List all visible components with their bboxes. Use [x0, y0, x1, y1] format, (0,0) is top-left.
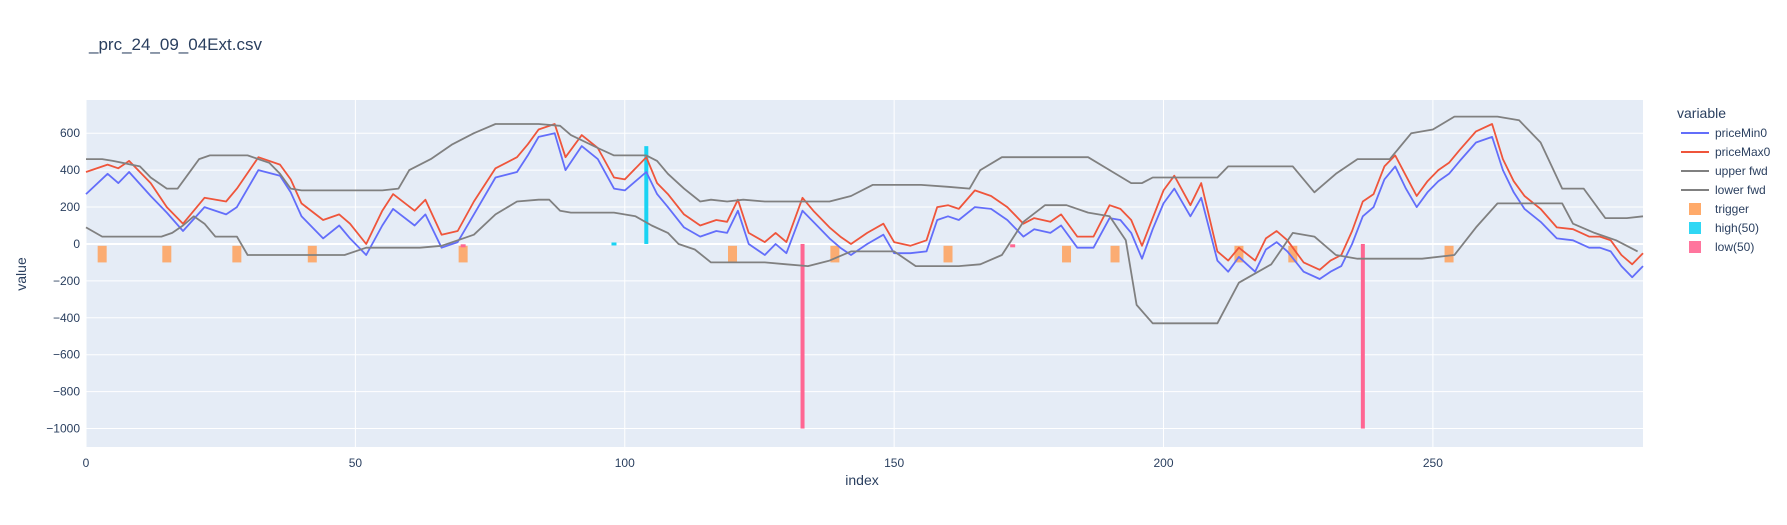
legend-label: priceMin0	[1715, 126, 1767, 140]
trigger-bar	[1288, 245, 1298, 263]
chart-title: _prc_24_09_04Ext.csv	[88, 35, 262, 54]
legend-item-pricemin0[interactable]: priceMin0	[1681, 126, 1767, 140]
x-tick-label: 100	[615, 456, 635, 470]
trigger-bar	[162, 245, 172, 263]
x-tick-label: 50	[349, 456, 363, 470]
legend-label: high(50)	[1715, 221, 1759, 235]
small-bar-mark	[611, 242, 617, 246]
legend-label: trigger	[1715, 202, 1749, 216]
y-tick-label: 0	[73, 237, 80, 251]
y-tick-label: −200	[53, 274, 80, 288]
legend-label: low(50)	[1715, 240, 1754, 254]
trigger-bar	[1444, 245, 1454, 263]
gridlines	[85, 100, 1643, 447]
legend-item-high-50[interactable]: high(50)	[1689, 221, 1759, 235]
legend-item-pricemax0[interactable]: priceMax0	[1681, 145, 1771, 159]
legend-title: variable	[1677, 105, 1726, 121]
y-tick-labels: 600 400 200 0 −200 −400 −600 −800 −1000	[46, 126, 80, 435]
low-50-bar	[800, 243, 805, 429]
series-lines	[85, 115, 1644, 325]
trigger-bar	[830, 245, 840, 263]
pricemin0-line	[85, 132, 1644, 280]
y-tick-label: 200	[60, 200, 80, 214]
legend-swatch	[1689, 241, 1701, 253]
legend-item-low-50[interactable]: low(50)	[1689, 240, 1754, 254]
upper-fwd-line	[86, 115, 1644, 220]
trigger-bar	[1110, 245, 1120, 263]
x-axis-title: index	[845, 472, 878, 488]
trigger-bar	[97, 245, 107, 263]
legend-item-trigger[interactable]: trigger	[1689, 202, 1749, 216]
low-50-bar	[1360, 243, 1365, 429]
trigger-bar	[728, 245, 738, 263]
small-bar-mark	[460, 244, 466, 248]
x-tick-label: 250	[1423, 456, 1443, 470]
trigger-bar	[943, 245, 953, 263]
trigger-bar	[232, 245, 242, 263]
x-tick-label: 200	[1153, 456, 1173, 470]
legend-item-upper-fwd[interactable]: upper fwd	[1681, 164, 1768, 178]
high-50-bar	[644, 146, 649, 244]
x-tick-label: 0	[83, 456, 90, 470]
small-bar-mark	[1010, 244, 1016, 248]
legend[interactable]: priceMin0 priceMax0 upper fwd lower fwd trig…	[1681, 126, 1771, 254]
y-tick-label: −400	[53, 311, 80, 325]
trigger-bar	[458, 245, 468, 263]
legend-label: priceMax0	[1715, 145, 1771, 159]
x-tick-labels: 0 50 100 150 200 250	[83, 456, 1444, 470]
lower-fwd-line	[85, 198, 1639, 325]
y-tick-label: 600	[60, 126, 80, 140]
y-tick-label: −1000	[46, 422, 80, 436]
y-tick-label: −600	[53, 348, 80, 362]
pricemax0-line	[85, 123, 1644, 271]
plot-area	[86, 100, 1643, 447]
legend-swatch	[1689, 222, 1701, 234]
legend-label: lower fwd	[1715, 183, 1766, 197]
legend-label: upper fwd	[1715, 164, 1768, 178]
y-axis-title: value	[13, 257, 29, 291]
trigger-bar	[1234, 245, 1244, 263]
y-tick-label: −800	[53, 385, 80, 399]
legend-swatch	[1689, 203, 1701, 215]
y-tick-label: 400	[60, 163, 80, 177]
trigger-bar	[1062, 245, 1072, 263]
x-tick-label: 150	[884, 456, 904, 470]
legend-item-lower-fwd[interactable]: lower fwd	[1681, 183, 1766, 197]
